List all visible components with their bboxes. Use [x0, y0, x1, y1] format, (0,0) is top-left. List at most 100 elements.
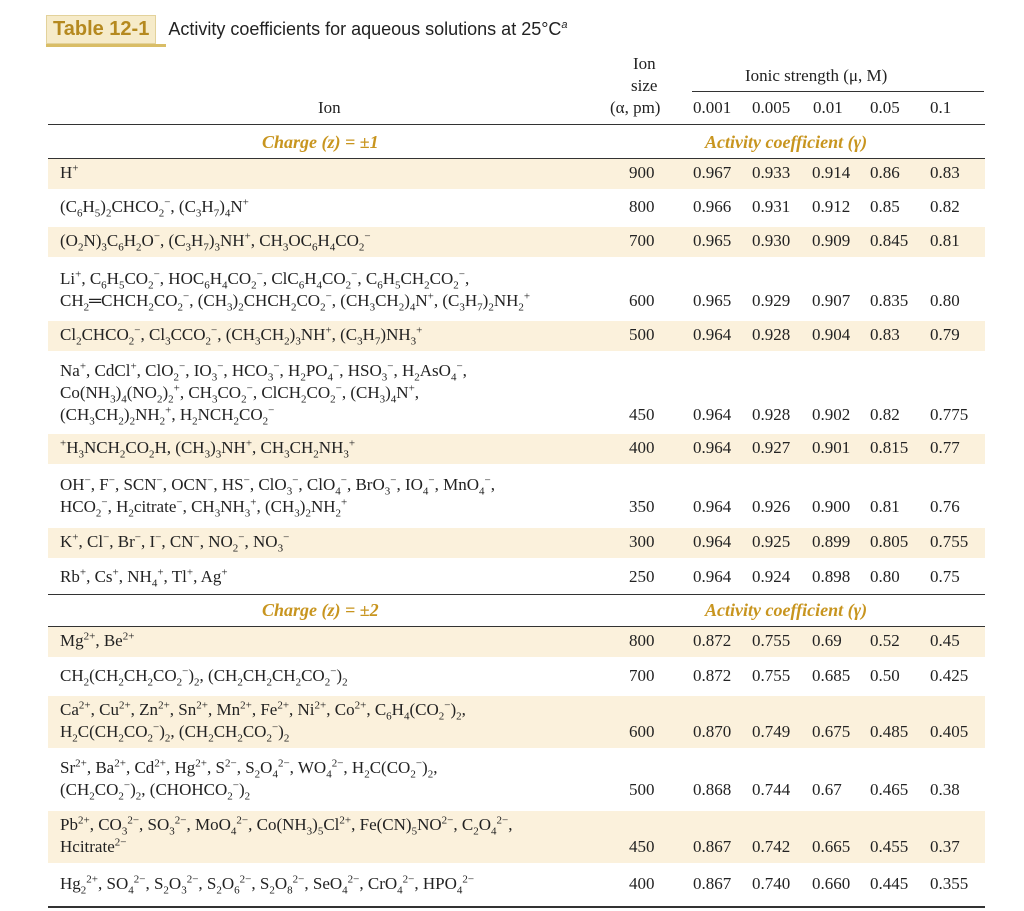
activity-coefficient-cell: 0.755: [752, 666, 791, 685]
table-number-tag: Table 12-1: [46, 14, 157, 44]
ion-cell: Cl2CHCO2−, Cl3CCO2−, (CH3CH2)3NH+, (C3H7…: [60, 324, 423, 348]
activity-coefficient-cell: 0.755: [752, 631, 791, 650]
activity-coefficient-cell: 0.81: [870, 497, 900, 516]
row-band: [48, 528, 985, 558]
activity-coefficient-cell: 0.870: [693, 722, 732, 741]
activity-coefficient-cell: 0.805: [870, 532, 909, 551]
ion-size-header-line2: size: [631, 76, 658, 95]
row-band: [48, 696, 985, 748]
activity-coefficient-cell: 0.775: [930, 405, 969, 424]
activity-coefficient-cell: 0.868: [693, 780, 732, 799]
ion-size-cell: 600: [629, 722, 655, 741]
activity-coefficient-cell: 0.867: [693, 837, 732, 856]
activity-coefficient-cell: 0.38: [930, 780, 960, 799]
strength-1: 0.005: [752, 98, 791, 117]
ion-size-cell: 500: [629, 780, 655, 799]
activity-coefficient-cell: 0.912: [812, 197, 851, 216]
activity-coefficient-cell: 0.755: [930, 532, 969, 551]
row-band: [48, 627, 985, 657]
activity-coefficient-cell: 0.899: [812, 532, 851, 551]
activity-coefficient-cell: 0.904: [812, 325, 851, 344]
activity-coefficient-label: Activity coefficient (γ): [705, 132, 868, 152]
activity-coefficient-cell: 0.909: [812, 231, 851, 250]
ion-size-cell: 450: [629, 837, 655, 856]
ion-cell: (O2N)3C6H2O−, (C3H7)3NH+, CH3OC6H4CO2−: [60, 230, 371, 254]
activity-coefficient-cell: 0.931: [752, 197, 791, 216]
activity-coefficient-cell: 0.914: [812, 163, 851, 182]
activity-coefficient-cell: 0.67: [812, 780, 842, 799]
strength-4: 0.1: [930, 98, 952, 117]
ion-cell: K+, Cl−, Br−, I−, CN−, NO2−, NO3−: [60, 531, 290, 555]
group-rule: [48, 158, 985, 159]
ion-cell: Ca2+, Cu2+, Zn2+, Sn2+, Mn2+, Fe2+, Ni2+…: [60, 699, 466, 745]
ion-cell: Mg2+, Be2+: [60, 630, 135, 650]
activity-coefficient-cell: 0.76: [930, 497, 960, 516]
activity-coefficient-cell: 0.845: [870, 231, 909, 250]
ion-size-cell: 450: [629, 405, 655, 424]
table-caption: Activity coefficients for aqueous soluti…: [168, 19, 567, 40]
ion-column-header: Ion: [318, 98, 341, 117]
activity-coefficient-cell: 0.928: [752, 405, 791, 424]
ion-size-cell: 900: [629, 163, 655, 182]
activity-coefficient-cell: 0.902: [812, 405, 851, 424]
activity-coefficient-cell: 0.685: [812, 666, 851, 685]
activity-coefficient-cell: 0.927: [752, 438, 791, 457]
activity-coefficient-cell: 0.82: [870, 405, 900, 424]
activity-coefficient-cell: 0.80: [870, 567, 900, 586]
activity-coefficient-cell: 0.355: [930, 874, 969, 893]
activity-coefficient-cell: 0.79: [930, 325, 960, 344]
activity-coefficient-cell: 0.925: [752, 532, 791, 551]
table-title: Table 12-1 Activity coefficients for aqu…: [46, 14, 568, 44]
activity-coefficient-cell: 0.45: [930, 631, 960, 650]
activity-coefficient-cell: 0.75: [930, 567, 960, 586]
activity-coefficient-cell: 0.465: [870, 780, 909, 799]
activity-coefficient-cell: 0.898: [812, 567, 851, 586]
activity-coefficient-cell: 0.964: [693, 497, 732, 516]
ion-size-cell: 500: [629, 325, 655, 344]
activity-coefficient-cell: 0.742: [752, 837, 791, 856]
ion-cell: (C6H5)2CHCO2−, (C3H7)4N+: [60, 196, 249, 220]
ion-cell: Li+, C6H5CO2−, HOC6H4CO2−, ClC6H4CO2−, C…: [60, 268, 531, 314]
activity-coefficient-cell: 0.930: [752, 231, 791, 250]
activity-coefficient-cell: 0.744: [752, 780, 791, 799]
activity-coefficient-cell: 0.900: [812, 497, 851, 516]
activity-coefficient-cell: 0.83: [930, 163, 960, 182]
activity-coefficient-cell: 0.964: [693, 325, 732, 344]
ion-cell: Pb2+, CO32−, SO32−, MoO42−, Co(NH3)5Cl2+…: [60, 814, 513, 856]
row-band: [48, 811, 985, 863]
ion-cell: +H3NCH2CO2H, (CH3)3NH+, CH3CH2NH3+: [60, 437, 356, 461]
activity-coefficient-cell: 0.901: [812, 438, 851, 457]
activity-coefficient-cell: 0.965: [693, 231, 732, 250]
activity-coefficient-cell: 0.872: [693, 631, 732, 650]
charge-label: Charge (z) = ±1: [262, 132, 379, 152]
group-end-rule: [48, 594, 985, 595]
activity-coefficient-cell: 0.83: [870, 325, 900, 344]
ion-size-cell: 400: [629, 874, 655, 893]
activity-coefficient-cell: 0.52: [870, 631, 900, 650]
activity-coefficient-cell: 0.749: [752, 722, 791, 741]
activity-coefficient-cell: 0.69: [812, 631, 842, 650]
activity-coefficient-cell: 0.445: [870, 874, 909, 893]
activity-coefficient-cell: 0.740: [752, 874, 791, 893]
activity-coefficient-cell: 0.964: [693, 405, 732, 424]
activity-coefficient-cell: 0.425: [930, 666, 969, 685]
ion-cell: H+: [60, 162, 79, 182]
ionic-strength-header: Ionic strength (μ, M): [745, 66, 888, 85]
activity-coefficient-cell: 0.85: [870, 197, 900, 216]
strength-2: 0.01: [813, 98, 843, 117]
activity-coefficient-cell: 0.966: [693, 197, 732, 216]
ion-cell: Na+, CdCl+, ClO2−, IO3−, HCO3−, H2PO4−, …: [60, 360, 467, 428]
ion-size-cell: 350: [629, 497, 655, 516]
activity-coefficient-cell: 0.907: [812, 291, 851, 310]
row-band: [48, 227, 985, 257]
activity-coefficient-cell: 0.815: [870, 438, 909, 457]
ion-size-header-line3: (α, pm): [610, 98, 661, 117]
ion-cell: OH−, F−, SCN−, OCN−, HS−, ClO3−, ClO4−, …: [60, 474, 496, 520]
activity-coefficient-cell: 0.926: [752, 497, 791, 516]
activity-coefficient-cell: 0.37: [930, 837, 960, 856]
activity-coefficient-cell: 0.867: [693, 874, 732, 893]
ion-size-cell: 250: [629, 567, 655, 586]
ion-size-cell: 700: [629, 666, 655, 685]
activity-coefficient-cell: 0.77: [930, 438, 960, 457]
ion-size-cell: 400: [629, 438, 655, 457]
